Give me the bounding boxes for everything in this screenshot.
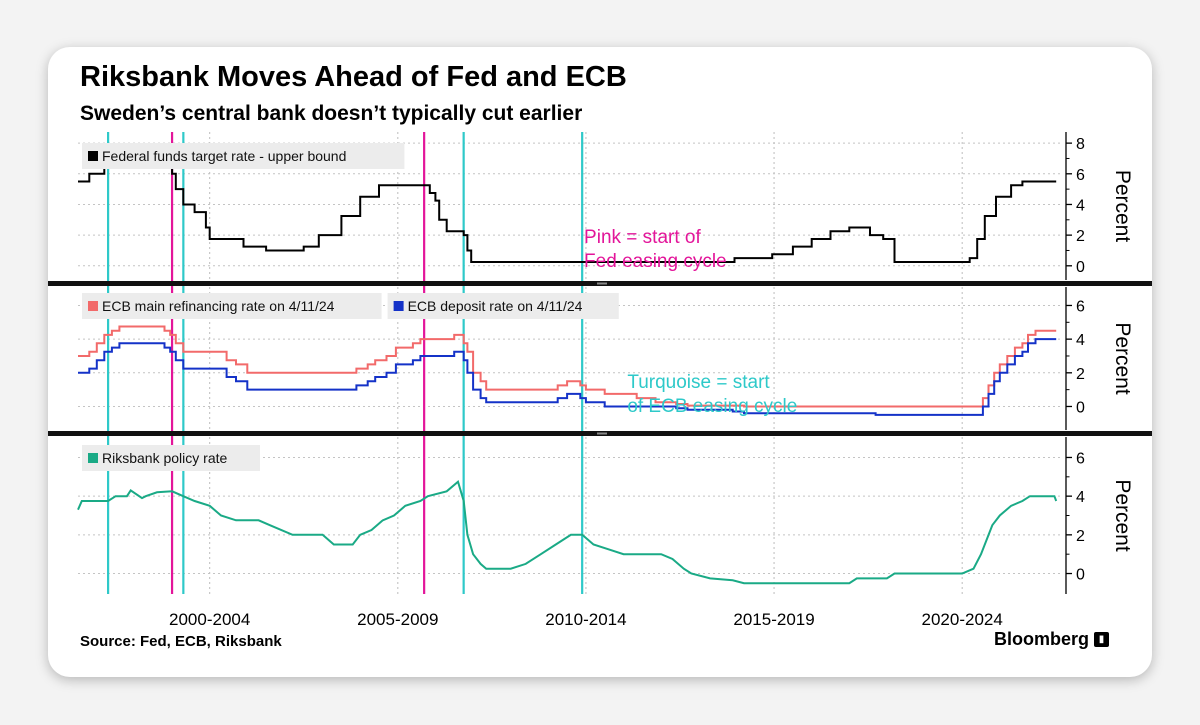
annotation-text: Fed easing cycle	[584, 251, 727, 272]
series-line-federal-funds-target-rate-upper-bound	[78, 165, 1057, 263]
legend-swatch	[88, 453, 98, 463]
x-tick-label: 2000-2004	[169, 610, 250, 629]
chart-svg: 0 2 4 6 8 Percent 0 2 4 6 Percent 0 2 4 6 Percent Federa…	[48, 132, 1152, 629]
x-tick-label: 2010-2014	[545, 610, 626, 629]
legend-box	[82, 143, 405, 169]
legend-label: Federal funds target rate - upper bound	[102, 148, 346, 164]
y-tick-label: 6	[1076, 298, 1085, 315]
y-tick-label: 0	[1076, 567, 1085, 584]
x-tick-label: 2005-2009	[357, 610, 438, 629]
legend-swatch	[88, 151, 98, 161]
y-tick-label: 6	[1076, 450, 1085, 467]
bloomberg-terminal-icon: ▮	[1094, 632, 1110, 647]
y-tick-label: 8	[1076, 136, 1085, 153]
x-tick-label: 2015-2019	[733, 610, 814, 629]
y-tick-label: 2	[1076, 228, 1085, 245]
legend-box	[82, 445, 260, 471]
panel-separator-handle	[597, 432, 607, 435]
y-tick-label: 2	[1076, 528, 1085, 545]
legend-label: Riksbank policy rate	[102, 450, 227, 466]
source-note: Source: Fed, ECB, Riksbank	[80, 633, 282, 650]
legend-swatch	[393, 301, 404, 311]
chart-card: Riksbank Moves Ahead of Fed and ECB Swed…	[48, 47, 1152, 677]
y-tick-label: 0	[1076, 399, 1085, 416]
y-axis-label: Percent	[1111, 170, 1134, 243]
legend-swatch	[88, 301, 98, 311]
y-tick-label: 2	[1076, 366, 1085, 383]
annotation-text: of ECB easing cycle	[627, 396, 797, 417]
y-tick-label: 4	[1076, 197, 1085, 214]
series-line-ecb-deposit-rate-on-4-11-24	[78, 338, 1057, 416]
y-tick-label: 6	[1076, 167, 1085, 184]
annotation-text: Turquoise = start	[627, 372, 770, 393]
bloomberg-logo: Bloomberg ▮	[994, 629, 1110, 650]
y-axis-label: Percent	[1111, 322, 1134, 395]
chart-subtitle: Sweden’s central bank doesn’t typically …	[80, 102, 583, 125]
legend-label: ECB main refinancing rate on 4/11/24	[102, 298, 335, 314]
y-tick-label: 4	[1076, 489, 1085, 506]
legend-label: ECB deposit rate on 4/11/24	[408, 298, 583, 314]
x-tick-label: 2020-2024	[922, 610, 1003, 629]
legend-box	[387, 293, 619, 319]
y-tick-label: 4	[1076, 332, 1085, 349]
brand-name: Bloomberg	[994, 629, 1090, 649]
chart-title: Riksbank Moves Ahead of Fed and ECB	[80, 61, 627, 93]
legend-box	[82, 293, 382, 319]
y-tick-label: 0	[1076, 259, 1085, 276]
series-line-riksbank-policy-rate	[77, 479, 1058, 585]
y-axis-label: Percent	[1111, 479, 1134, 552]
annotation-text: Pink = start of	[584, 227, 701, 248]
series-line-ecb-main-refinancing-rate-on-4-11-24	[78, 325, 1057, 408]
panel-separator-handle	[597, 282, 607, 285]
